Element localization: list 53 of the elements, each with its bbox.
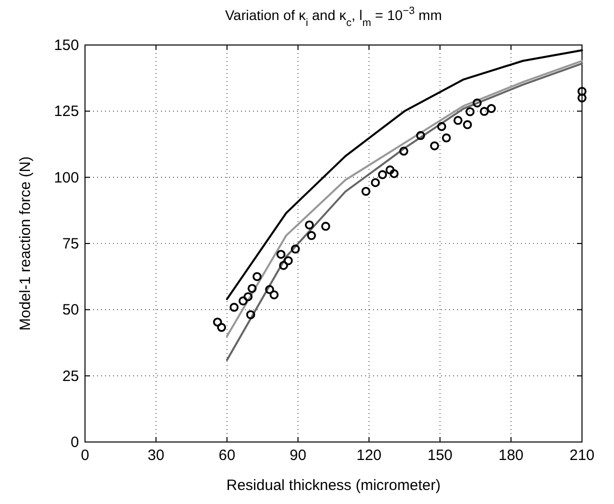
x-tick-label: 0 [80, 447, 90, 464]
point [265, 285, 274, 294]
point [486, 104, 496, 114]
point [442, 133, 451, 142]
point [306, 231, 316, 240]
point [370, 178, 380, 188]
point [252, 272, 262, 282]
y-tick-label: 125 [54, 103, 79, 120]
y-tick-label: 100 [54, 169, 79, 186]
point [472, 98, 482, 108]
x-axis-title: Residual thickness (micrometer) [226, 477, 441, 494]
point [462, 120, 472, 130]
point [246, 310, 256, 320]
point [378, 170, 387, 180]
point [480, 106, 489, 116]
point [279, 260, 288, 270]
y-tick-label: 50 [62, 302, 79, 319]
point [284, 256, 293, 266]
point [276, 250, 286, 259]
point [270, 290, 279, 300]
x-tick-label: 120 [356, 447, 382, 464]
point [386, 165, 395, 174]
point [578, 86, 586, 96]
x-tick-label: 30 [148, 447, 164, 464]
point [244, 292, 253, 302]
point [213, 318, 222, 327]
point [304, 220, 314, 230]
point [361, 186, 370, 196]
x-tick-label: 90 [290, 447, 306, 464]
x-tick-label: 60 [218, 447, 236, 464]
point [390, 169, 399, 178]
x-tick-label: 210 [569, 447, 595, 464]
y-tick-label: 75 [62, 236, 79, 252]
point [399, 146, 408, 156]
point [453, 116, 462, 125]
point [238, 296, 248, 306]
x-tick-label: 180 [498, 447, 524, 464]
point [230, 302, 239, 312]
point [321, 222, 330, 231]
y-tick-label: 25 [62, 368, 79, 385]
point [290, 244, 300, 254]
y-axis-title: Model-1 reaction force (N) [17, 156, 34, 331]
point [466, 107, 475, 116]
y-tick-label: 0 [70, 434, 79, 451]
point [437, 122, 446, 132]
y-tick-label: 150 [54, 37, 79, 54]
point [416, 131, 426, 140]
point [430, 141, 440, 150]
chart-title: Variation of κ$_{i}$ and κ$_{c}$, l$_{m}$ = 10$^{−3}$ mm [225, 5, 442, 29]
x-tick-label: 150 [427, 447, 453, 464]
point [578, 93, 586, 102]
point [248, 284, 257, 293]
point [217, 322, 226, 332]
